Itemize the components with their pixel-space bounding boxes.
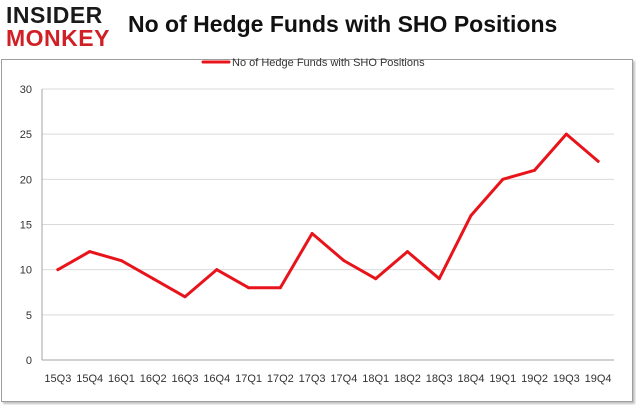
y-tick-label: 30 [20, 84, 32, 96]
x-tick-label: 16Q4 [203, 373, 230, 385]
x-tick-label: 19Q4 [585, 373, 612, 385]
x-tick-label: 15Q3 [44, 373, 71, 385]
x-tick-label: 19Q2 [521, 373, 548, 385]
data-point [56, 268, 60, 272]
data-point [247, 286, 251, 290]
data-point [564, 132, 568, 136]
x-tick-label: 18Q3 [426, 373, 453, 385]
chart-title: No of Hedge Funds with SHO Positions [128, 11, 558, 37]
y-tick-label: 10 [20, 265, 32, 277]
x-tick-label: 19Q3 [553, 373, 580, 385]
data-point [88, 250, 92, 254]
x-tick-label: 17Q4 [330, 373, 357, 385]
series-layer [56, 132, 600, 299]
data-point [310, 232, 314, 236]
data-point [215, 268, 219, 272]
x-tick-labels: 15Q3 15Q4 16Q1 16Q2 16Q3 16Q4 17Q1 17Q2 17Q3 17Q4… [44, 373, 611, 385]
chart-frame [1, 59, 633, 402]
data-point [119, 259, 123, 263]
legend: No of Hedge Funds with SHO Positions [201, 57, 425, 69]
x-tick-label: 16Q1 [108, 373, 135, 385]
data-point [533, 168, 537, 172]
x-tick-label: 18Q2 [394, 373, 421, 385]
data-point [342, 259, 346, 263]
logo-line-2: MONKEY [6, 25, 110, 51]
y-tick-label: 5 [26, 310, 32, 322]
axes [41, 89, 614, 361]
x-tick-label: 18Q1 [362, 373, 389, 385]
data-point [374, 277, 378, 281]
y-tick-label: 20 [20, 174, 32, 186]
grid-lines [42, 88, 614, 316]
y-tick-label: 15 [20, 220, 32, 232]
data-point [278, 286, 282, 290]
y-tick-labels: 0 5 10 15 20 25 30 [20, 84, 32, 367]
legend-label: No of Hedge Funds with SHO Positions [232, 57, 425, 69]
series-line [56, 132, 600, 299]
data-point [405, 250, 409, 254]
data-point [501, 177, 505, 181]
x-tick-label: 17Q3 [299, 373, 326, 385]
insider-monkey-logo: INSIDER MONKEY [6, 4, 118, 50]
data-point [437, 277, 441, 281]
data-point [183, 295, 187, 299]
x-tick-label: 16Q3 [172, 373, 199, 385]
data-point [151, 277, 155, 281]
y-tick-label: 0 [26, 355, 32, 367]
x-tick-label: 19Q1 [489, 373, 516, 385]
data-point [469, 213, 473, 217]
y-tick-label: 25 [20, 129, 32, 141]
x-tick-label: 15Q4 [76, 373, 103, 385]
data-point [596, 159, 600, 163]
x-tick-label: 17Q2 [267, 373, 294, 385]
logo-line-1: INSIDER [6, 2, 103, 28]
x-tick-label: 18Q4 [458, 373, 485, 385]
x-tick-label: 16Q2 [140, 373, 167, 385]
x-tick-label: 17Q1 [235, 373, 262, 385]
chart-header: INSIDER MONKEY No of Hedge Funds with SH… [0, 0, 636, 56]
